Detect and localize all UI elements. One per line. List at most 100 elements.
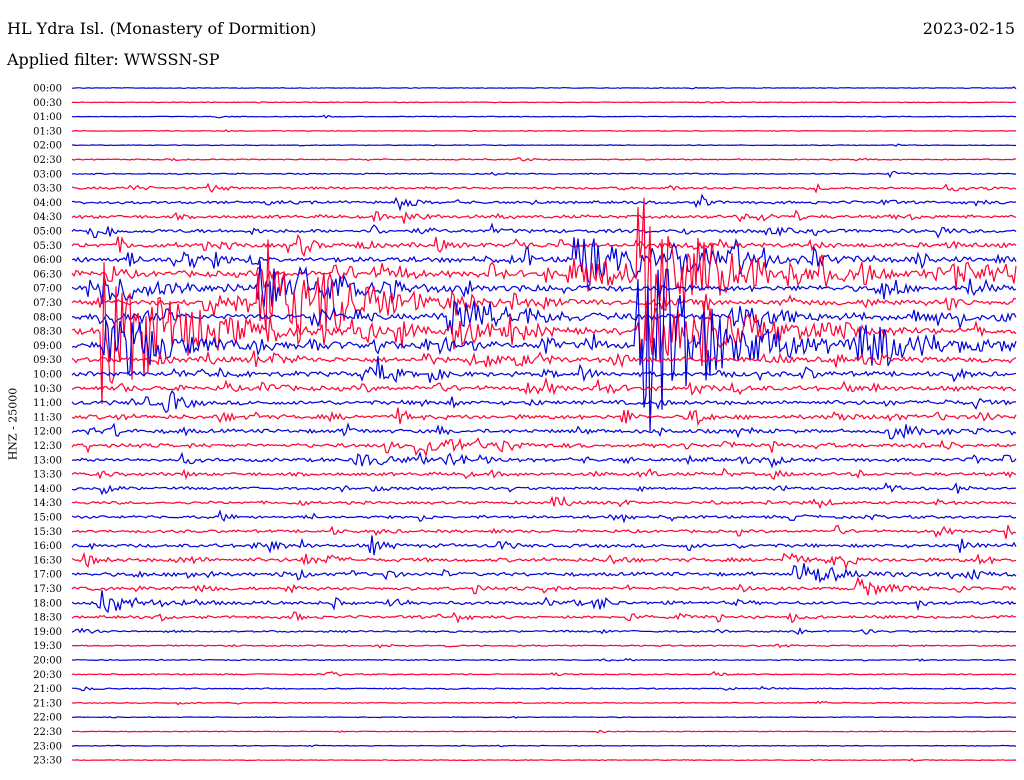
trace-row-1830 xyxy=(71,611,1016,624)
trace-row-0430 xyxy=(71,209,1017,224)
trace-row-1330 xyxy=(71,467,1017,481)
row-time-label: 06:30 xyxy=(33,269,62,280)
row-time-label: 09:30 xyxy=(33,355,62,366)
row-time-label: 02:30 xyxy=(33,155,62,166)
row-time-label: 00:00 xyxy=(33,84,62,95)
row-time-label: 06:00 xyxy=(33,255,62,266)
seismic-traces xyxy=(71,86,1017,762)
row-time-label: 10:30 xyxy=(33,384,62,395)
time-labels: 00:00 00:30 01:00 01:30 02:00 02:30 03:00 03:30… xyxy=(33,84,62,767)
trace-row-2230 xyxy=(71,729,1017,734)
row-time-label: 16:30 xyxy=(33,555,62,566)
trace-row-0930 xyxy=(71,350,1017,369)
trace-row-2200 xyxy=(71,715,1016,719)
trace-row-2100 xyxy=(71,685,1017,692)
row-time-label: 14:00 xyxy=(33,484,62,495)
row-time-label: 07:00 xyxy=(33,284,62,295)
trace-row-1230 xyxy=(71,437,1017,458)
trace-row-0200 xyxy=(72,143,1017,147)
trace-row-0000 xyxy=(72,86,1017,90)
row-time-label: 19:30 xyxy=(33,641,62,652)
trace-row-2030 xyxy=(71,670,1017,677)
trace-row-0830 xyxy=(71,262,1017,405)
trace-row-2000 xyxy=(71,657,1017,662)
row-time-label: 09:00 xyxy=(33,341,62,352)
row-time-label: 18:00 xyxy=(33,598,62,609)
filter-label: Applied filter: WWSSN-SP xyxy=(7,50,220,69)
trace-row-1200 xyxy=(71,422,1017,440)
row-time-label: 12:30 xyxy=(33,441,62,452)
trace-row-0630 xyxy=(71,197,1017,344)
row-time-label: 17:30 xyxy=(33,584,62,595)
trace-row-2330 xyxy=(71,758,1017,762)
row-time-label: 21:00 xyxy=(33,684,62,695)
trace-row-0530 xyxy=(71,233,1017,258)
trace-row-0600 xyxy=(71,237,1017,286)
trace-row-1500 xyxy=(71,509,1017,524)
row-time-label: 08:00 xyxy=(33,312,62,323)
row-time-label: 05:00 xyxy=(33,227,62,238)
trace-row-0900 xyxy=(71,268,1017,432)
trace-row-1030 xyxy=(71,376,1017,397)
row-time-label: 19:00 xyxy=(33,627,62,638)
row-time-label: 16:00 xyxy=(33,541,62,552)
trace-row-1000 xyxy=(71,356,1017,384)
row-time-label: 22:30 xyxy=(33,727,62,738)
row-time-label: 05:30 xyxy=(33,241,62,252)
trace-row-0130 xyxy=(71,129,1016,133)
trace-row-0230 xyxy=(71,157,1017,162)
row-time-label: 00:30 xyxy=(33,98,62,109)
row-time-label: 11:00 xyxy=(33,398,62,409)
row-time-label: 21:30 xyxy=(33,698,62,709)
trace-row-1900 xyxy=(71,627,1017,636)
row-time-label: 17:00 xyxy=(33,570,62,581)
row-time-label: 23:30 xyxy=(33,756,62,767)
row-time-label: 04:30 xyxy=(33,212,62,223)
row-time-label: 18:30 xyxy=(33,613,62,624)
row-time-label: 23:00 xyxy=(33,741,62,752)
trace-row-0700 xyxy=(71,260,1017,308)
row-time-label: 20:00 xyxy=(33,656,62,667)
trace-row-1730 xyxy=(71,576,1017,596)
station-title: HL Ydra Isl. (Monastery of Dormition) xyxy=(7,19,317,38)
record-date: 2023-02-15 xyxy=(922,19,1015,38)
row-time-label: 22:00 xyxy=(33,713,62,724)
trace-row-1100 xyxy=(71,389,1017,414)
row-time-label: 10:00 xyxy=(33,370,62,381)
trace-row-0730 xyxy=(71,239,1017,346)
trace-row-0400 xyxy=(72,193,1017,212)
trace-row-1300 xyxy=(71,451,1017,469)
trace-row-2130 xyxy=(71,700,1017,706)
trace-row-1930 xyxy=(71,643,1017,649)
row-time-label: 02:00 xyxy=(33,141,62,152)
row-time-label: 20:30 xyxy=(33,670,62,681)
trace-row-1530 xyxy=(71,524,1017,539)
row-time-label: 08:30 xyxy=(33,327,62,338)
trace-row-1130 xyxy=(71,407,1017,427)
trace-row-1400 xyxy=(71,481,1017,496)
trace-row-1430 xyxy=(71,495,1016,510)
trace-row-1600 xyxy=(71,535,1017,556)
row-time-label: 13:30 xyxy=(33,470,62,481)
row-time-label: 15:30 xyxy=(33,527,62,538)
trace-row-0330 xyxy=(71,182,1017,194)
trace-row-1630 xyxy=(71,551,1017,571)
trace-row-0300 xyxy=(71,170,1017,179)
trace-row-1700 xyxy=(71,562,1017,584)
row-time-label: 01:30 xyxy=(33,126,62,137)
trace-row-2300 xyxy=(72,744,1017,748)
row-time-label: 03:30 xyxy=(33,184,62,195)
row-time-label: 01:00 xyxy=(33,112,62,123)
row-time-label: 14:30 xyxy=(33,498,62,509)
row-time-label: 12:00 xyxy=(33,427,62,438)
row-time-label: 13:00 xyxy=(33,455,62,466)
trace-row-0100 xyxy=(71,114,1017,119)
row-time-label: 07:30 xyxy=(33,298,62,309)
row-time-label: 03:00 xyxy=(33,169,62,180)
trace-row-0500 xyxy=(71,222,1017,239)
row-time-label: 04:00 xyxy=(33,198,62,209)
trace-row-1800 xyxy=(71,590,1017,614)
trace-row-0030 xyxy=(72,101,1016,104)
trace-row-0800 xyxy=(71,300,1017,335)
